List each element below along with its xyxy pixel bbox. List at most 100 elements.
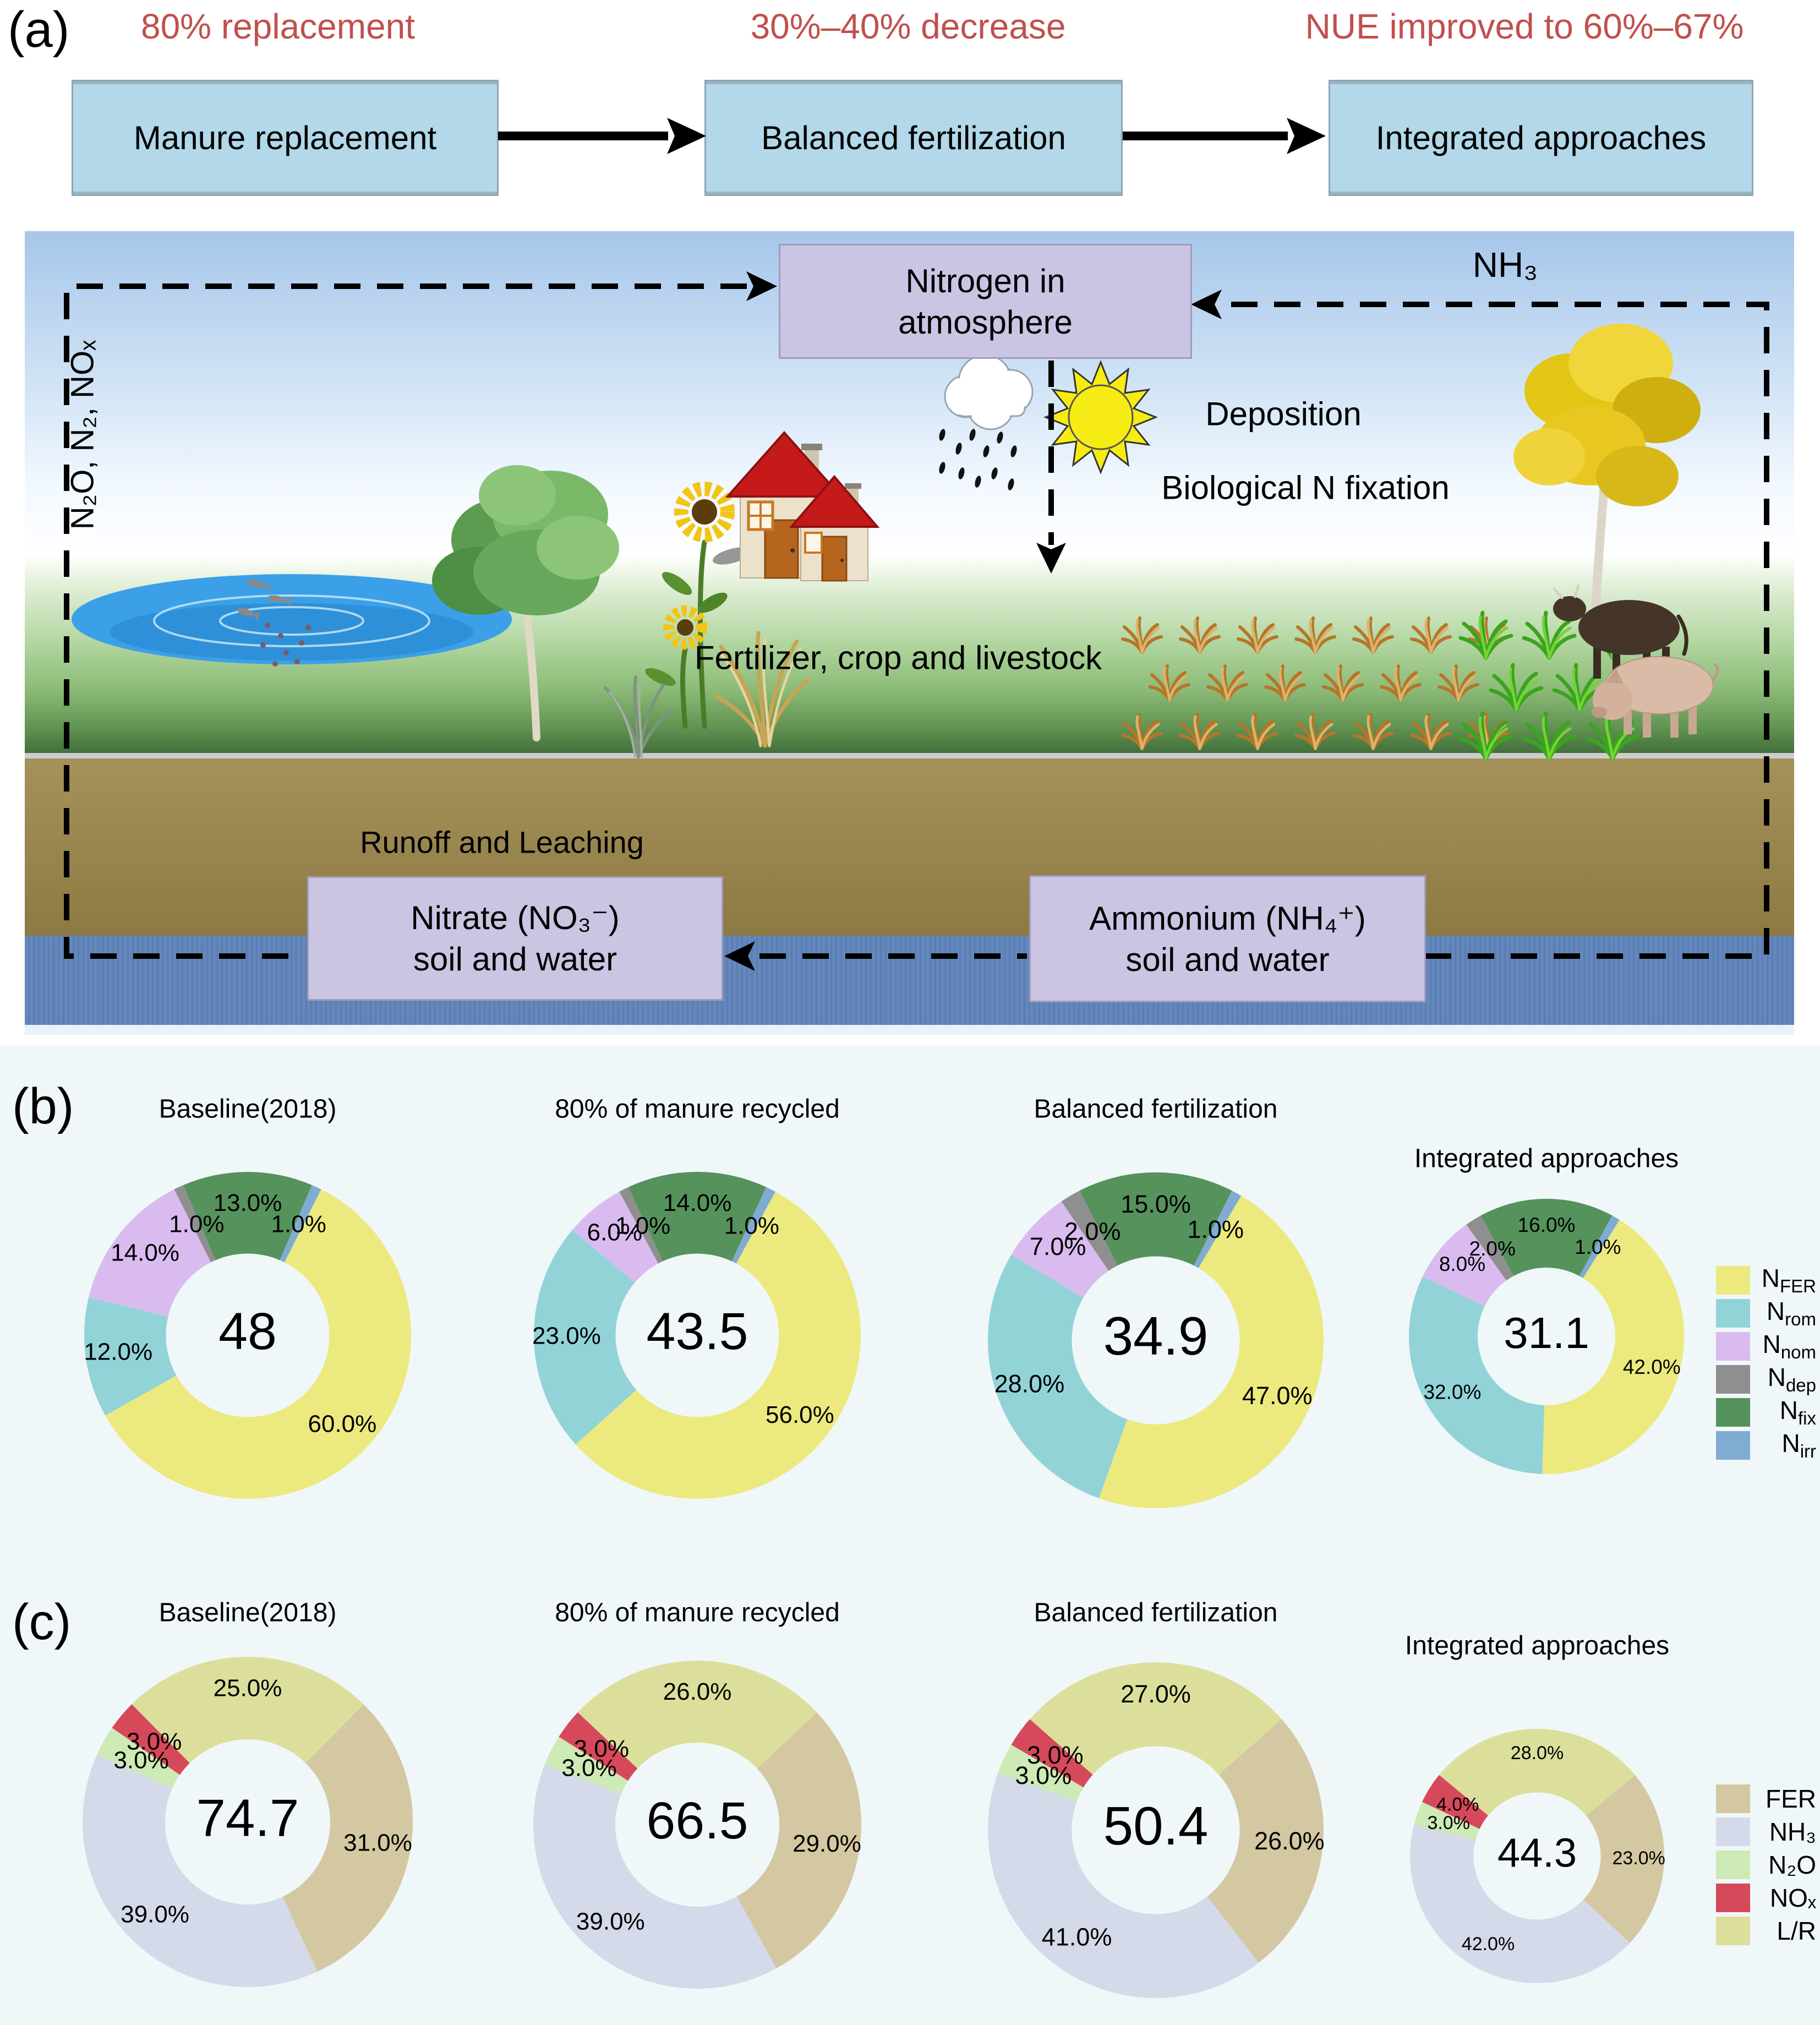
donut-percent-label: 3.0% bbox=[574, 1735, 629, 1762]
pig-icon bbox=[1592, 656, 1719, 738]
annotation-decrease: 30%–40% decrease bbox=[750, 7, 1066, 46]
sunflower-icon bbox=[645, 482, 751, 729]
legend-swatch bbox=[1716, 1431, 1750, 1460]
rain-drops-icon bbox=[939, 429, 1017, 490]
donut-percent-label: 1.0% bbox=[169, 1210, 224, 1237]
donut-title: Balanced fertilization bbox=[1034, 1598, 1278, 1628]
donut-slice bbox=[282, 1704, 413, 1972]
donut-slice bbox=[575, 1192, 861, 1499]
donut-chart: 42.0% 32.0% 8.0%2.0%16.0%1.0% 31.1 bbox=[1408, 1198, 1685, 1475]
donut-percent-label: 1.0% bbox=[615, 1212, 670, 1239]
donut-title: 80% of manure recycled bbox=[555, 1094, 840, 1124]
donut-center-value: 74.7 bbox=[196, 1788, 299, 1847]
arrow-into-nitrate bbox=[724, 941, 755, 971]
donut-slice bbox=[731, 1187, 775, 1264]
atmosphere-box-label: Nitrogen in atmosphere bbox=[898, 262, 1073, 341]
rain-cloud-icon bbox=[939, 354, 1034, 490]
legend-swatch bbox=[1716, 1332, 1750, 1361]
donut-slice bbox=[1079, 1172, 1232, 1266]
panel-b-label: (b) bbox=[12, 1078, 74, 1134]
panel-c-legend: FER NH₃ N₂O NOₓ L/R bbox=[1716, 1782, 1816, 1947]
donut-percent-label: 56.0% bbox=[766, 1401, 834, 1428]
legend-item: NH₃ bbox=[1716, 1815, 1816, 1848]
donut-percent-label: 42.0% bbox=[1623, 1356, 1681, 1378]
dashed-arrowheads bbox=[724, 271, 1222, 971]
donut-slice bbox=[572, 1192, 659, 1283]
donut-title: 80% of manure recycled bbox=[555, 1598, 840, 1628]
step-label: Manure replacement bbox=[133, 119, 437, 156]
panel-b-legend: NFER Nrom Nnom Ndep Nfix Nirr bbox=[1716, 1264, 1816, 1462]
donut-percent-label: 4.0% bbox=[1436, 1794, 1479, 1815]
donut-slice bbox=[1579, 1215, 1620, 1279]
donut-slice bbox=[97, 1728, 180, 1788]
donut-chart: 56.0%23.0%6.0%1.0%14.0%1.0%43.5 bbox=[532, 1171, 861, 1499]
donut-percent-label: 26.0% bbox=[1254, 1827, 1325, 1855]
legend-label: FER bbox=[1766, 1784, 1816, 1813]
legend-swatch bbox=[1716, 1917, 1750, 1945]
donut-slice bbox=[1408, 1276, 1545, 1474]
donut-slice bbox=[533, 1764, 777, 1989]
legend-label: NH₃ bbox=[1769, 1817, 1816, 1846]
donut-title: Integrated approaches bbox=[1414, 1144, 1679, 1173]
donut-title: Integrated approaches bbox=[1404, 1631, 1670, 1661]
donut-chart: 60.0%12.0%14.0%1.0%13.0%1.0%48 bbox=[84, 1172, 412, 1499]
donut-slice bbox=[1542, 1220, 1685, 1475]
legend-swatch bbox=[1716, 1398, 1750, 1427]
donut-percent-label: 31.0% bbox=[343, 1830, 412, 1857]
donut-percent-label: 26.0% bbox=[663, 1678, 732, 1705]
donut-center-value: 50.4 bbox=[1103, 1795, 1209, 1856]
legend-swatch bbox=[1716, 1784, 1750, 1813]
ammonium-box-label: Ammonium (NH₄⁺) soil and water bbox=[1089, 899, 1366, 978]
donut-chart: 31.0% 39.0% 3.0%3.0% 25.0% 74.7 bbox=[83, 1656, 413, 1988]
legend-item: Nfix bbox=[1716, 1396, 1816, 1429]
panel-c-label: (c) bbox=[12, 1594, 72, 1650]
donut-percent-label: 28.0% bbox=[994, 1370, 1065, 1398]
donut-slice bbox=[105, 1189, 412, 1499]
donut-percent-label: 1.0% bbox=[271, 1210, 326, 1237]
donut-percent-label: 3.0% bbox=[1427, 1813, 1470, 1833]
donut-chart: 29.0% 39.0% 3.0%3.0% 26.0% 66.5 bbox=[533, 1661, 861, 1989]
donut-percent-label: 8.0% bbox=[1439, 1253, 1485, 1275]
donut-slice bbox=[544, 1737, 628, 1795]
legend-label: Nirr bbox=[1781, 1429, 1816, 1462]
donut-title: Balanced fertilization bbox=[1034, 1094, 1278, 1124]
donut-percent-label: 14.0% bbox=[111, 1239, 179, 1266]
yellow-tree-icon bbox=[1513, 324, 1701, 607]
donut-percent-label: 42.0% bbox=[1462, 1934, 1515, 1955]
wheat-field-icon bbox=[1123, 618, 1508, 749]
donut-slice bbox=[1439, 1729, 1635, 1816]
donut-percent-label: 25.0% bbox=[214, 1675, 282, 1702]
ammonium-box: Ammonium (NH₄⁺) soil and water bbox=[1029, 875, 1426, 1002]
donut-center-value: 48 bbox=[218, 1302, 277, 1361]
donut-percent-label: 1.0% bbox=[1187, 1215, 1244, 1243]
donut-chart: 47.0% 28.0% 7.0%2.0%15.0%1.0% 34.9 bbox=[987, 1172, 1324, 1509]
step-label: Integrated approaches bbox=[1375, 119, 1707, 156]
nh3-label: NH₃ bbox=[1472, 245, 1538, 285]
donut-percent-label: 39.0% bbox=[121, 1901, 189, 1928]
panel-a-label: (a) bbox=[8, 2, 70, 58]
legend-label: Nfix bbox=[1779, 1396, 1816, 1429]
wheat-tuft-icon bbox=[713, 631, 811, 748]
pond-icon bbox=[72, 574, 512, 667]
donut-percent-label: 47.0% bbox=[1242, 1382, 1313, 1410]
donut-percent-label: 1.0% bbox=[724, 1212, 779, 1239]
donut-percent-label: 3.0% bbox=[1015, 1761, 1072, 1789]
flow-arrow-2 bbox=[1123, 118, 1326, 154]
donut-slice bbox=[987, 1254, 1128, 1498]
donut-percent-label: 1.0% bbox=[1575, 1236, 1621, 1258]
donut-slice bbox=[998, 1744, 1084, 1802]
legend-swatch bbox=[1716, 1884, 1750, 1912]
nitrate-box-label: Nitrate (NO₃⁻) soil and water bbox=[411, 899, 620, 978]
donut-percent-label: 60.0% bbox=[308, 1411, 377, 1438]
flow-arrow-1 bbox=[498, 118, 706, 154]
legend-item: N₂O bbox=[1716, 1848, 1816, 1881]
donut-percent-label: 3.0% bbox=[127, 1728, 182, 1755]
donut-percent-label: 41.0% bbox=[1042, 1923, 1112, 1951]
legend-swatch bbox=[1716, 1365, 1750, 1394]
donut-slice bbox=[533, 1230, 637, 1445]
nitrate-box: Nitrate (NO₃⁻) soil and water bbox=[307, 876, 723, 1001]
donut-chart: 26.0% 41.0% 3.0%3.0% 27.0% 50.4 bbox=[987, 1662, 1325, 1998]
step-box-manure-replacement: Manure replacement bbox=[72, 80, 499, 196]
donut-slice bbox=[174, 1185, 216, 1263]
